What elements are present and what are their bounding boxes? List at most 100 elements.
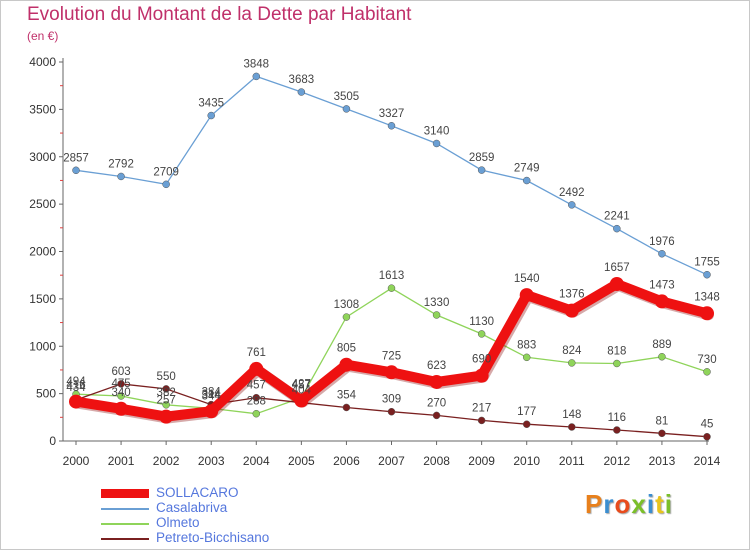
data-point xyxy=(162,180,170,189)
legend-label: Casalabriva xyxy=(156,500,228,515)
data-label: 257 xyxy=(157,395,176,407)
data-point xyxy=(477,330,486,338)
x-tick-label: 2003 xyxy=(198,454,225,468)
data-label: 344 xyxy=(202,390,222,402)
data-label: 354 xyxy=(337,389,357,401)
proxiti-logo: Proxiti xyxy=(585,489,673,519)
data-point xyxy=(658,250,666,258)
data-label: 1330 xyxy=(424,297,450,309)
data-point xyxy=(613,224,621,233)
data-point xyxy=(387,284,396,292)
data-label: 148 xyxy=(562,409,581,421)
chart-unit: (en €) xyxy=(27,29,59,43)
data-label: 2749 xyxy=(514,163,540,175)
data-label: 3683 xyxy=(289,74,315,86)
data-label: 883 xyxy=(517,339,536,351)
data-point xyxy=(658,429,666,438)
data-label: 1308 xyxy=(334,299,360,311)
x-tick-label: 2014 xyxy=(694,454,721,468)
data-label: 1613 xyxy=(379,270,405,282)
data-point xyxy=(609,276,624,291)
data-point xyxy=(568,201,576,209)
data-label: 457 xyxy=(247,380,266,392)
data-point xyxy=(294,393,309,408)
legend-item-olmeto: Olmeto xyxy=(101,515,361,531)
y-tick-label: 4000 xyxy=(29,55,56,69)
data-label: 340 xyxy=(111,387,130,399)
data-point xyxy=(703,432,711,441)
data-label: 427 xyxy=(292,379,311,391)
x-tick-label: 2008 xyxy=(423,454,450,468)
data-label: 45 xyxy=(701,419,714,431)
data-label: 434 xyxy=(66,382,86,394)
legend-swatch xyxy=(101,508,149,510)
data-point xyxy=(384,365,399,380)
data-point xyxy=(252,72,261,81)
data-point xyxy=(387,407,396,416)
data-point xyxy=(297,88,306,96)
legend-label: SOLLACARO xyxy=(156,485,239,500)
data-label: 3848 xyxy=(243,58,269,70)
data-label: 690 xyxy=(472,354,491,366)
legend-label: Olmeto xyxy=(156,515,200,530)
legend-swatch xyxy=(101,538,149,540)
data-label: 805 xyxy=(337,343,356,355)
legend-item-petreto-bicchisano: Petreto-Bicchisano xyxy=(101,530,361,546)
data-label: 603 xyxy=(111,366,130,378)
data-label: 725 xyxy=(382,350,401,362)
data-point xyxy=(162,385,170,393)
data-label: 1540 xyxy=(514,273,540,285)
data-label: 382 xyxy=(157,387,176,399)
axes: 0 500 1000 1500 2000 2500 3000 3500 4000 2000 2001… xyxy=(29,55,720,468)
data-label: 1376 xyxy=(559,289,585,301)
data-label: 1657 xyxy=(604,262,630,274)
data-label: 2492 xyxy=(559,187,585,199)
data-label: 177 xyxy=(517,406,536,418)
data-label: 550 xyxy=(157,371,176,383)
data-label: 404 xyxy=(292,385,312,397)
data-point xyxy=(117,380,125,388)
data-point xyxy=(474,368,489,383)
value-labels: 2857 2792 2709 3435 3848 3683 3505 3327 3140 2859… xyxy=(63,58,720,430)
x-tick-label: 2005 xyxy=(288,454,315,468)
data-point xyxy=(703,270,711,279)
data-point xyxy=(342,403,351,412)
y-tick-label: 2500 xyxy=(29,197,56,211)
data-point xyxy=(522,420,531,428)
data-point xyxy=(654,294,669,309)
series-layer xyxy=(69,72,714,441)
data-point xyxy=(522,176,531,185)
data-label: 217 xyxy=(472,402,491,414)
legend: SOLLACARO Casalabriva Olmeto Petreto-Bicchi… xyxy=(101,485,361,546)
data-label: 1755 xyxy=(694,257,720,269)
legend-swatch xyxy=(101,489,149,498)
data-point xyxy=(522,353,531,362)
chart-title: Evolution du Montant de la Dette par Hab… xyxy=(27,4,412,25)
data-label: 475 xyxy=(111,378,130,390)
data-point xyxy=(117,392,125,400)
data-label: 818 xyxy=(607,345,626,357)
x-tick-label: 2000 xyxy=(63,454,90,468)
x-tick-label: 2007 xyxy=(378,454,405,468)
data-point xyxy=(613,426,621,434)
data-label: 81 xyxy=(656,415,669,427)
data-label: 2709 xyxy=(153,166,179,178)
x-tick-label: 2002 xyxy=(153,454,180,468)
data-point xyxy=(432,411,441,420)
data-label: 416 xyxy=(66,380,85,392)
data-label: 824 xyxy=(562,345,582,357)
data-point xyxy=(207,111,215,120)
data-point xyxy=(432,311,441,319)
data-label: 309 xyxy=(382,394,401,406)
data-label: 2241 xyxy=(604,211,630,223)
data-label: 3327 xyxy=(379,108,405,120)
legend-label: Petreto-Bicchisano xyxy=(156,530,270,545)
y-tick-label: 1000 xyxy=(29,339,56,353)
x-tick-label: 2013 xyxy=(649,454,676,468)
data-label: 116 xyxy=(608,412,626,424)
data-point xyxy=(519,288,534,303)
data-label: 270 xyxy=(427,397,446,409)
data-point xyxy=(568,359,576,367)
